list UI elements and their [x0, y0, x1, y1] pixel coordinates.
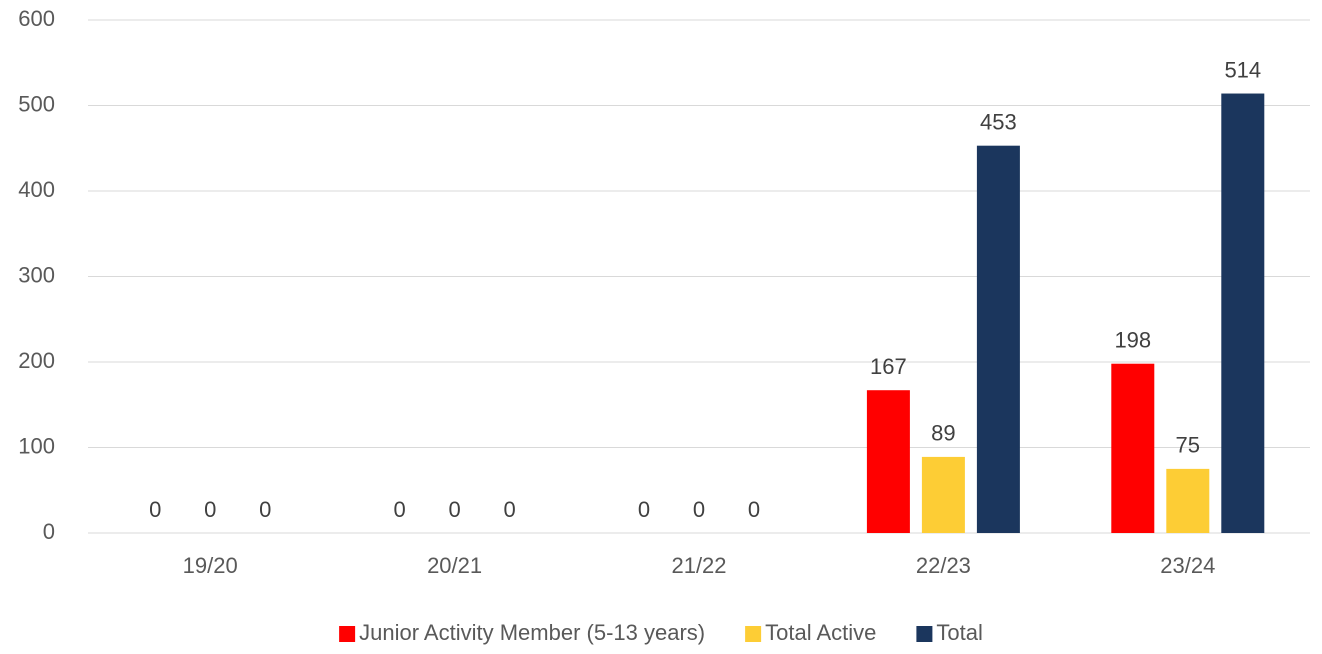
data-label: 89	[931, 421, 955, 446]
data-label: 0	[149, 497, 161, 522]
y-tick-label: 600	[18, 6, 55, 31]
y-tick-label: 0	[43, 519, 55, 544]
y-tick-label: 300	[18, 262, 55, 287]
legend-label: Junior Activity Member (5-13 years)	[359, 620, 705, 645]
y-tick-label: 100	[18, 433, 55, 458]
data-label: 75	[1176, 433, 1200, 458]
x-tick-label: 20/21	[427, 553, 482, 578]
data-label: 0	[448, 497, 460, 522]
data-label: 453	[980, 109, 1017, 134]
data-label: 0	[503, 497, 515, 522]
bar	[1111, 363, 1155, 533]
legend-swatch	[339, 626, 356, 642]
legend-label: Total Active	[765, 620, 876, 645]
data-label: 0	[393, 497, 405, 522]
legend-label: Total	[936, 620, 982, 645]
x-tick-label: 23/24	[1160, 553, 1215, 578]
y-tick-label: 200	[18, 348, 55, 373]
bar	[921, 456, 965, 533]
x-tick-label: 22/23	[916, 553, 971, 578]
bar	[976, 145, 1020, 533]
legend-swatch	[745, 626, 762, 642]
bar	[866, 390, 910, 533]
data-label: 0	[204, 497, 216, 522]
data-label: 0	[693, 497, 705, 522]
x-tick-label: 21/22	[671, 553, 726, 578]
data-label: 0	[638, 497, 650, 522]
bar	[1166, 468, 1210, 533]
y-tick-label: 500	[18, 91, 55, 116]
data-label: 0	[259, 497, 271, 522]
bar	[1221, 93, 1265, 533]
data-label: 198	[1114, 328, 1151, 353]
data-label: 0	[748, 497, 760, 522]
y-tick-label: 400	[18, 177, 55, 202]
legend-swatch	[916, 626, 933, 642]
data-label: 514	[1224, 57, 1261, 82]
x-tick-label: 19/20	[183, 553, 238, 578]
data-label: 167	[870, 354, 907, 379]
